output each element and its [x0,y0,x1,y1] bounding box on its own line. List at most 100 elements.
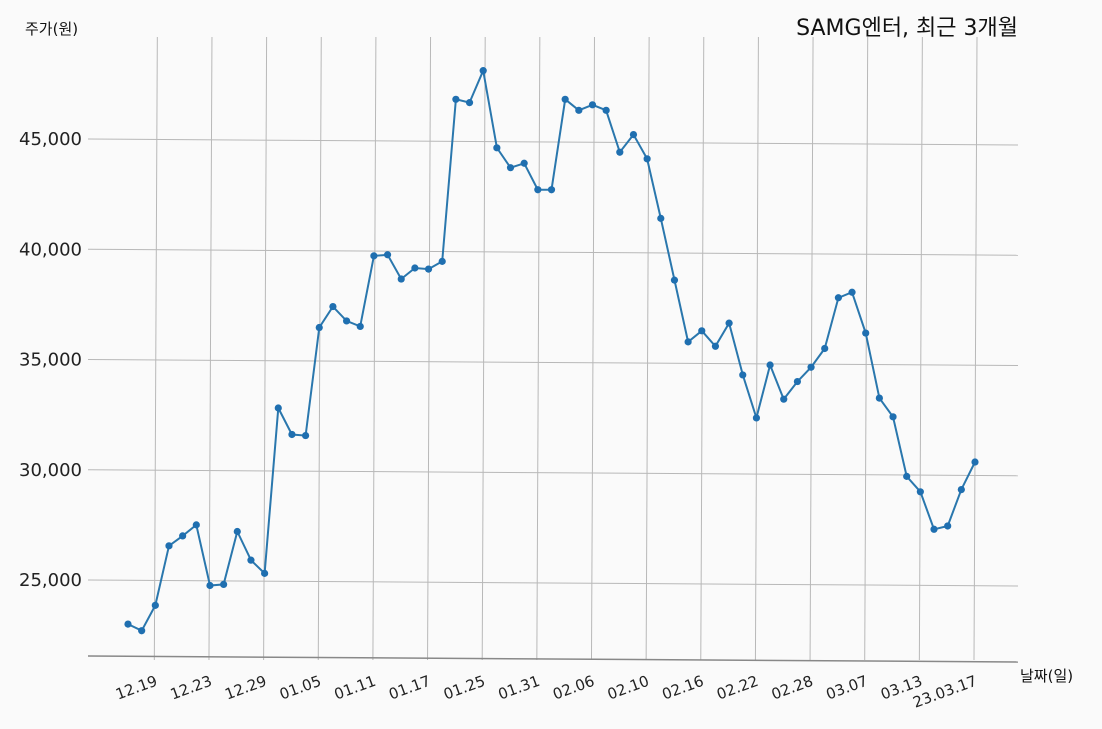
x-tick-label: 12.19 [113,672,160,704]
data-point [739,371,747,379]
data-point [438,257,446,265]
data-point [452,95,460,103]
data-point [493,144,501,152]
x-tick-label: 01.05 [277,672,324,704]
data-point [766,361,774,369]
data-point [971,458,979,466]
data-point [602,106,610,114]
gridlines [87,36,1019,661]
data-point [711,342,720,350]
x-tick-label: 02.28 [769,672,816,704]
data-point [534,186,542,194]
y-tick-label: 25,000 [19,570,82,591]
data-point [274,404,282,412]
v-gridline [427,36,432,661]
x-tick-label: 01.31 [496,672,543,704]
data-point [520,159,528,167]
data-point [575,106,583,114]
data-point [397,275,405,283]
data-point [315,323,323,332]
v-gridline [700,36,705,661]
x-axis-label: 날짜(일) [1020,667,1073,685]
y-tick-label: 35,000 [19,350,82,371]
data-point [383,251,392,259]
data-point [875,394,883,402]
data-point [862,329,870,337]
data-point [220,580,228,589]
data-point [588,101,597,109]
data-point [821,344,829,353]
x-tick-label: 02.16 [660,672,707,704]
v-gridline [645,36,650,661]
data-point [889,413,897,421]
data-point [561,95,569,103]
y-tick-label: 45,000 [19,129,82,150]
data-point [288,430,296,439]
data-point [179,532,187,540]
v-gridline [536,36,541,661]
v-gridline [754,36,759,661]
data-point [465,99,474,107]
data-point [725,319,733,327]
x-tick-label: 02.10 [605,672,652,704]
data-point [192,521,200,529]
data-point [848,288,856,296]
v-gridline [317,36,322,661]
h-gridline [87,248,1019,256]
x-tick-label: 23.03.17 [910,672,979,712]
y-tick-label: 40,000 [19,239,82,260]
data-point [807,363,815,371]
h-gridline [87,138,1019,146]
data-point [643,155,651,163]
data-point [138,627,146,635]
x-tick-label: 02.06 [550,672,597,704]
data-point [957,485,965,494]
data-point [670,276,679,284]
data-point [629,130,638,139]
data-point [124,620,132,628]
data-point [793,377,802,386]
data-point [247,556,255,564]
data-point [424,265,433,273]
x-tick-label: 03.07 [824,672,871,704]
data-point [261,569,269,577]
data-point [684,338,692,346]
data-point [780,395,788,403]
x-tick-label: 01.11 [332,672,379,704]
y-axis-label: 주가(원) [25,20,78,38]
data-point [206,581,214,590]
data-point [930,525,938,533]
data-points [124,67,979,635]
data-point [657,214,665,222]
series-line [127,67,976,633]
x-tick-label: 02.22 [714,672,761,704]
data-point [329,302,337,311]
h-gridline [87,359,1019,366]
x-axis-line [87,655,1019,663]
v-gridline [208,36,213,661]
x-tick-label: 12.29 [222,672,269,704]
v-gridline [590,36,595,661]
data-point [301,431,310,440]
v-gridline [263,36,268,661]
data-point [233,527,241,536]
data-point [752,414,761,422]
v-gridline [153,36,158,661]
data-point [506,164,515,172]
y-tick-labels: 25,000 30,000 35,000 40,000 45,000 [19,129,82,591]
data-point [903,472,911,480]
x-tick-labels: 12.19 12.23 12.29 01.05 01.11 01.17 01.25 01.31… [113,672,979,712]
x-tick-label: 01.25 [441,672,488,704]
data-point [916,488,924,496]
data-point [151,601,159,609]
v-gridline [481,36,486,661]
data-point [479,67,487,75]
data-point [944,522,952,530]
data-point [356,322,364,331]
data-point [342,317,351,325]
v-gridline [918,36,923,661]
data-point [165,542,173,550]
y-tick-label: 30,000 [19,460,82,481]
x-tick-label: 12.23 [168,672,215,704]
